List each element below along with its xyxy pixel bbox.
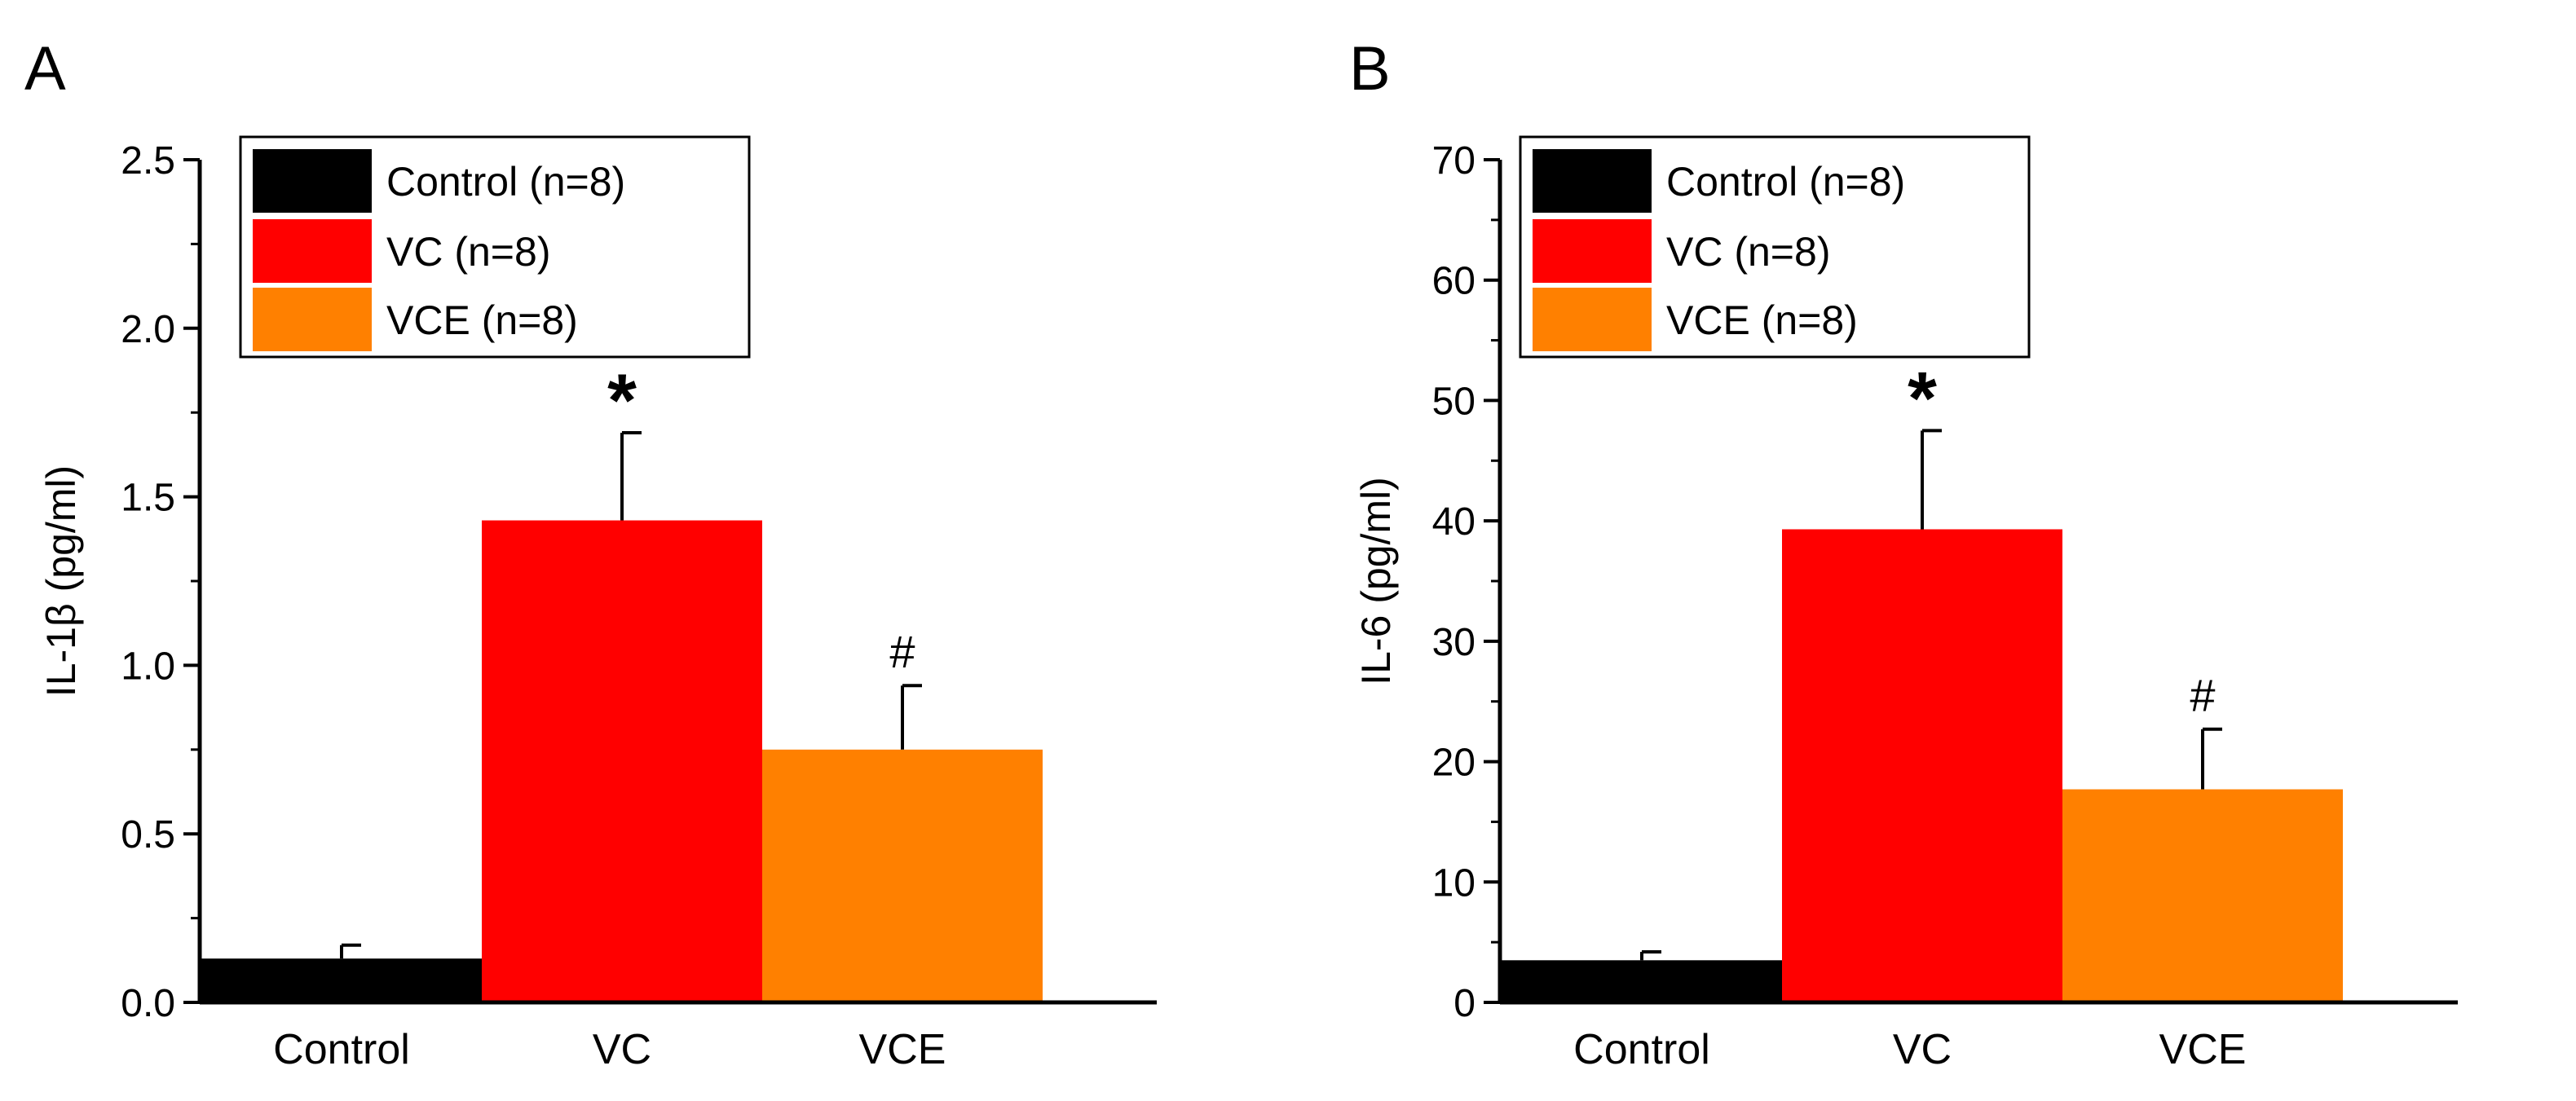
x-tick-label: VC <box>1893 1026 1952 1073</box>
y-ticks: 0 10 20 30 40 50 60 70 <box>1432 139 1500 1025</box>
y-axis-title: IL-6 (pg/ml) <box>1353 477 1399 685</box>
y-tick-label: 10 <box>1432 861 1475 905</box>
y-tick-label: 70 <box>1432 139 1475 183</box>
significance-marker: # <box>889 626 915 677</box>
bar-control <box>201 958 482 1002</box>
y-tick-label: 1.0 <box>121 645 175 688</box>
legend: Control (n=8) VC (n=8) VCE (n=8) <box>239 135 751 359</box>
y-axis: 0 10 20 30 40 50 60 70 <box>1432 139 1502 1025</box>
y-tick-label: 30 <box>1432 621 1475 664</box>
bar-vce <box>762 749 1043 1002</box>
y-tick-label: 60 <box>1432 260 1475 303</box>
legend-swatch-vce <box>253 288 372 351</box>
bar-control <box>1502 960 1782 1002</box>
panel-letter: A <box>24 34 66 103</box>
plot-marks: *# <box>1502 357 2343 1002</box>
y-tick-label: 1.5 <box>121 477 175 520</box>
x-axis: Control VC VCE <box>200 1000 1157 1073</box>
bar-vc <box>482 520 762 1002</box>
x-tick-label: VC <box>593 1026 651 1073</box>
x-tick-label: Control <box>1573 1026 1710 1073</box>
significance-marker: * <box>607 359 637 443</box>
legend-label-control: Control (n=8) <box>386 159 625 205</box>
legend-label-vce: VCE (n=8) <box>1666 297 1858 343</box>
legend-swatch-vc <box>253 219 372 283</box>
x-tick-labels: Control VC VCE <box>1573 1026 2246 1073</box>
y-tick-label: 2.5 <box>121 139 175 183</box>
significance-marker: # <box>2190 670 2215 721</box>
y-tick-label: 2.0 <box>121 308 175 351</box>
x-tick-labels: Control VC VCE <box>273 1026 946 1073</box>
legend-label-vce: VCE (n=8) <box>386 297 578 343</box>
y-tick-label: 20 <box>1432 742 1475 785</box>
bar-vce <box>2062 789 2343 1002</box>
legend-swatch-vce <box>1533 288 1652 351</box>
legend-swatch-control <box>1533 149 1652 213</box>
x-tick-label: VCE <box>2159 1026 2247 1073</box>
legend-label-control: Control (n=8) <box>1666 159 1905 205</box>
x-tick-label: Control <box>273 1026 410 1073</box>
legend-swatch-control <box>253 149 372 213</box>
y-tick-label: 50 <box>1432 380 1475 423</box>
bar-vc <box>1782 529 2062 1002</box>
y-tick-label: 0.5 <box>121 813 175 857</box>
chart-panel-a: A *# 0.00.51.01.52.02.5 Control VC VCE IL-… <box>24 34 1157 1073</box>
y-ticks: 0.0 0.5 1.0 1.5 2.0 2.5 <box>121 139 200 1025</box>
legend-label-vc: VC (n=8) <box>386 229 550 275</box>
y-axis: 0.0 0.5 1.0 1.5 2.0 2.5 <box>121 139 202 1025</box>
x-tick-label: VCE <box>859 1026 946 1073</box>
legend-label-vc: VC (n=8) <box>1666 229 1830 275</box>
y-tick-label: 0.0 <box>121 982 175 1025</box>
y-tick-label: 40 <box>1432 500 1475 544</box>
y-tick-label: 0 <box>1453 982 1475 1025</box>
significance-marker: * <box>1908 357 1937 440</box>
legend: Control (n=8) VC (n=8) VCE (n=8) <box>1519 135 2031 359</box>
panel-letter: B <box>1349 34 1391 103</box>
legend-swatch-vc <box>1533 219 1652 283</box>
x-axis: Control VC VCE <box>1500 1000 2458 1073</box>
y-axis-title: IL-1β (pg/ml) <box>38 465 84 697</box>
plot-marks: *# <box>201 359 1043 1002</box>
